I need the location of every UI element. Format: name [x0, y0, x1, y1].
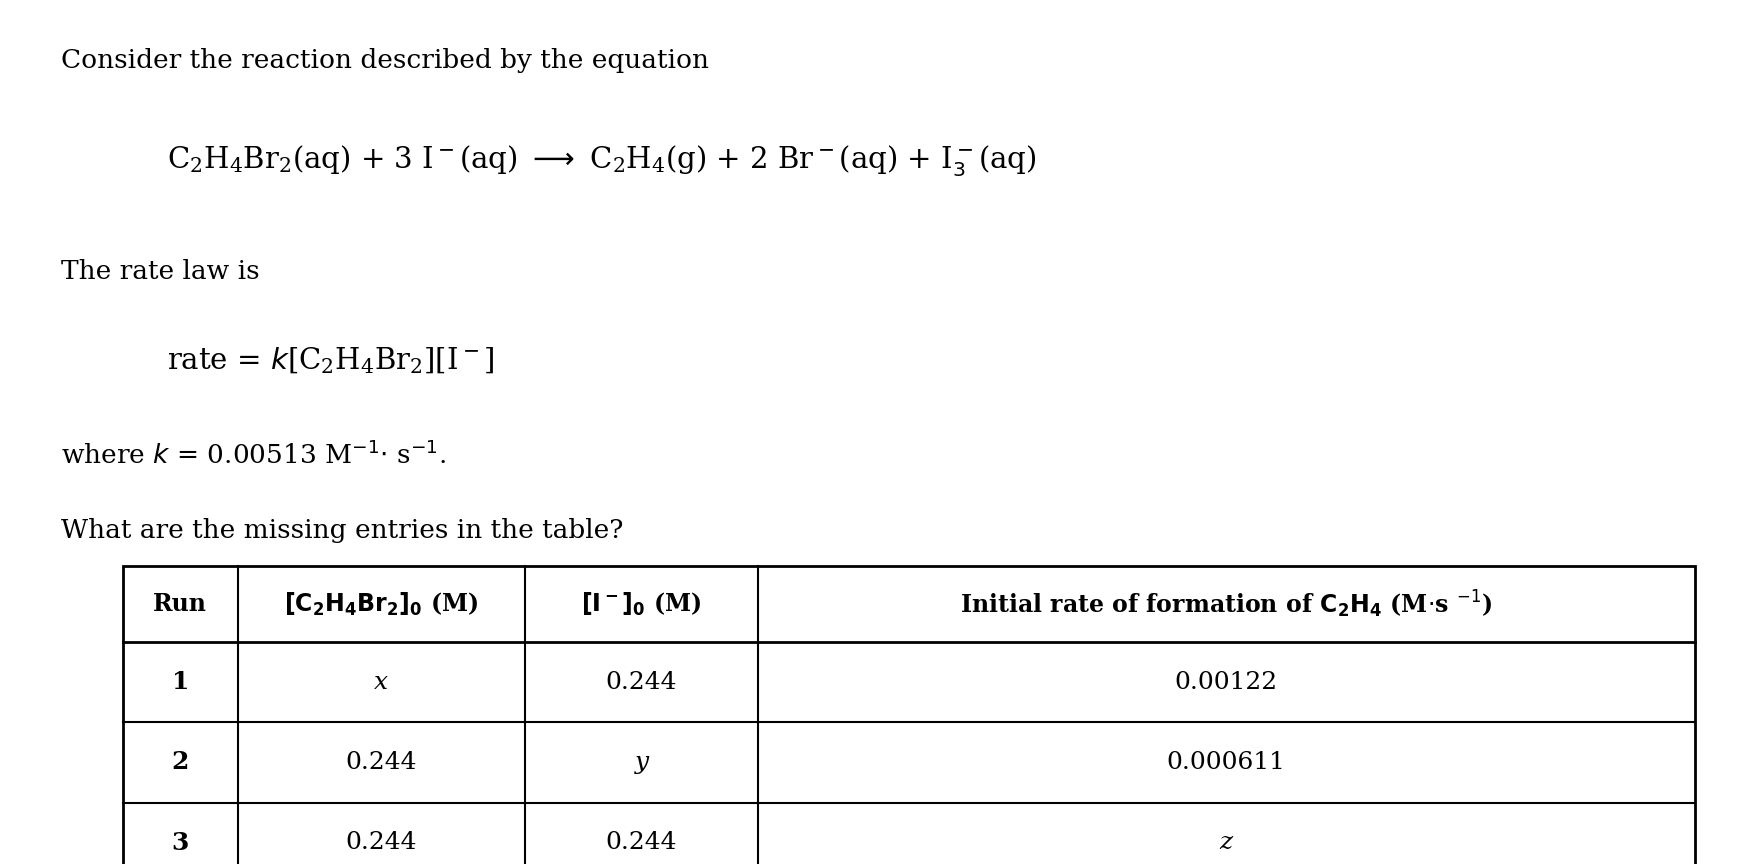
Text: z: z	[1220, 831, 1232, 854]
Text: rate = $k$[$\mathregular{C_2H_4Br_2}$][I$^-$]: rate = $k$[$\mathregular{C_2H_4Br_2}$][I…	[167, 346, 495, 376]
Bar	[123, 566, 1694, 864]
Text: 1: 1	[172, 670, 190, 694]
Text: 0.244: 0.244	[605, 670, 677, 694]
Text: 0.00122: 0.00122	[1174, 670, 1278, 694]
Text: where $k$ = 0.00513 M$^{-1}$$\cdot$ s$^{-1}$.: where $k$ = 0.00513 M$^{-1}$$\cdot$ s$^{…	[61, 441, 446, 469]
Text: $\mathbf{[C_2H_4Br_2]_0}$ (M): $\mathbf{[C_2H_4Br_2]_0}$ (M)	[284, 590, 479, 618]
Text: Initial rate of formation of $\mathbf{C_2H_4}$ (M$\cdot$s $^{-1}$): Initial rate of formation of $\mathbf{C_…	[960, 588, 1492, 619]
Text: x: x	[374, 670, 388, 694]
Text: Consider the reaction described by the equation: Consider the reaction described by the e…	[61, 48, 709, 73]
Text: Run: Run	[153, 592, 207, 616]
Text: y: y	[634, 751, 648, 774]
Text: 2: 2	[172, 751, 190, 774]
Text: The rate law is: The rate law is	[61, 259, 260, 284]
Text: $\mathbf{[I^-]_0}$ (M): $\mathbf{[I^-]_0}$ (M)	[581, 590, 702, 618]
Text: 0.244: 0.244	[346, 831, 418, 854]
Text: 0.000611: 0.000611	[1165, 751, 1285, 774]
Text: $\mathregular{C_2H_4Br_2}$(aq) + 3 I$^-$(aq) $\longrightarrow$ $\mathregular{C_2: $\mathregular{C_2H_4Br_2}$(aq) + 3 I$^-$…	[167, 143, 1035, 178]
Text: 3: 3	[172, 831, 190, 854]
Text: What are the missing entries in the table?: What are the missing entries in the tabl…	[61, 518, 623, 543]
Text: 0.244: 0.244	[605, 831, 677, 854]
Text: 0.244: 0.244	[346, 751, 418, 774]
